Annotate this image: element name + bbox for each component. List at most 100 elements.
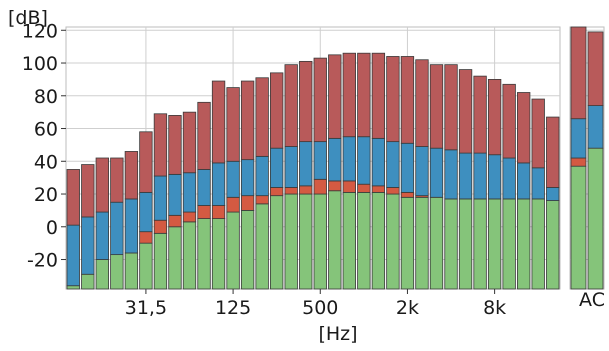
band-green-segment — [124, 252, 139, 290]
band-blue-segment — [531, 167, 545, 200]
band-bar — [371, 52, 386, 290]
band-bar — [211, 80, 226, 290]
y-tick-label: 40 — [34, 151, 58, 173]
band-orange-segment — [240, 195, 255, 211]
band-blue-segment — [473, 152, 487, 200]
summary-orange-segment — [570, 157, 587, 167]
x-tick-label: 31,5 — [125, 297, 167, 319]
band-orange-segment — [168, 214, 182, 228]
band-red-segment — [110, 157, 124, 203]
summary-red-segment — [587, 31, 604, 107]
band-green-segment — [95, 259, 109, 290]
band-green-segment — [299, 193, 313, 290]
band-red-segment — [502, 83, 516, 159]
band-red-segment — [531, 98, 545, 169]
band-red-segment — [473, 75, 487, 154]
band-green-segment — [153, 232, 168, 290]
band-red-segment — [124, 151, 139, 200]
band-red-segment — [284, 64, 298, 147]
x-tick-label: 500 — [302, 297, 338, 319]
band-green-segment — [328, 190, 342, 290]
band-orange-segment — [226, 196, 240, 213]
band-blue-segment — [211, 162, 226, 206]
summary-blue-segment — [570, 118, 587, 159]
band-blue-segment — [139, 191, 153, 233]
band-blue-segment — [517, 162, 531, 200]
band-bar — [110, 157, 124, 290]
band-green-segment — [400, 196, 415, 290]
band-bar — [429, 64, 444, 290]
band-blue-segment — [226, 160, 240, 198]
band-red-segment — [328, 54, 342, 139]
band-blue-segment — [270, 147, 284, 188]
y-tick-label: -20 — [27, 250, 58, 272]
band-bar — [168, 115, 182, 290]
y-tick-label: 100 — [22, 53, 58, 75]
band-red-segment — [546, 116, 560, 188]
band-red-segment — [270, 72, 284, 149]
band-blue-segment — [197, 169, 211, 206]
y-tick-label: 20 — [34, 184, 58, 206]
band-bar — [299, 60, 313, 290]
x-tick-label: 2k — [396, 297, 419, 319]
band-orange-segment — [211, 205, 226, 219]
summary-label: AC — [579, 289, 605, 311]
band-blue-segment — [95, 211, 109, 260]
band-orange-segment — [328, 180, 342, 192]
band-bar — [386, 56, 400, 290]
band-bar — [487, 79, 502, 290]
band-blue-segment — [458, 152, 473, 200]
band-green-segment — [255, 203, 269, 290]
x-tick-label: 125 — [215, 297, 251, 319]
band-red-segment — [299, 60, 313, 143]
band-green-segment — [197, 218, 211, 290]
bars-layer — [66, 52, 560, 290]
y-tick-label: 0 — [46, 217, 58, 239]
band-bar — [284, 64, 298, 290]
band-red-segment — [429, 64, 444, 149]
band-bar — [124, 151, 139, 290]
band-green-segment — [66, 285, 80, 290]
band-red-segment — [211, 80, 226, 164]
band-bar — [313, 57, 327, 290]
band-green-segment — [487, 198, 502, 290]
band-red-segment — [386, 56, 400, 143]
y-tick-label: 80 — [34, 86, 58, 108]
band-green-segment — [168, 226, 182, 290]
band-green-segment — [211, 218, 226, 290]
band-green-segment — [357, 191, 371, 290]
band-blue-segment — [182, 172, 197, 213]
band-green-segment — [139, 242, 153, 290]
y-unit-label: [dB] — [8, 7, 48, 29]
band-orange-segment — [270, 187, 284, 197]
band-red-segment — [197, 101, 211, 170]
band-blue-segment — [400, 142, 415, 193]
band-blue-segment — [153, 175, 168, 221]
band-blue-segment — [66, 224, 80, 287]
band-green-segment — [270, 195, 284, 290]
band-green-segment — [429, 196, 444, 290]
band-orange-segment — [182, 211, 197, 223]
band-green-segment — [546, 200, 560, 290]
band-blue-segment — [487, 154, 502, 200]
y-tick-label: 120 — [22, 20, 58, 42]
band-red-segment — [255, 77, 269, 157]
band-blue-segment — [124, 198, 139, 254]
band-green-segment — [284, 193, 298, 290]
band-blue-segment — [313, 141, 327, 180]
band-blue-segment — [255, 155, 269, 197]
band-blue-segment — [415, 146, 429, 197]
band-blue-segment — [328, 137, 342, 182]
band-bar — [546, 116, 560, 290]
band-green-segment — [226, 211, 240, 290]
band-green-segment — [81, 273, 95, 290]
labels-layer: [dB] [Hz] AC -20 0 20 40 60 80 100 120 31,5 125 50… — [8, 7, 605, 345]
summary-bar — [587, 31, 604, 290]
band-red-segment — [342, 52, 356, 138]
band-green-segment — [386, 193, 400, 290]
band-green-segment — [458, 198, 473, 290]
band-orange-segment — [197, 205, 211, 219]
band-bar — [531, 98, 545, 290]
band-red-segment — [415, 59, 429, 147]
